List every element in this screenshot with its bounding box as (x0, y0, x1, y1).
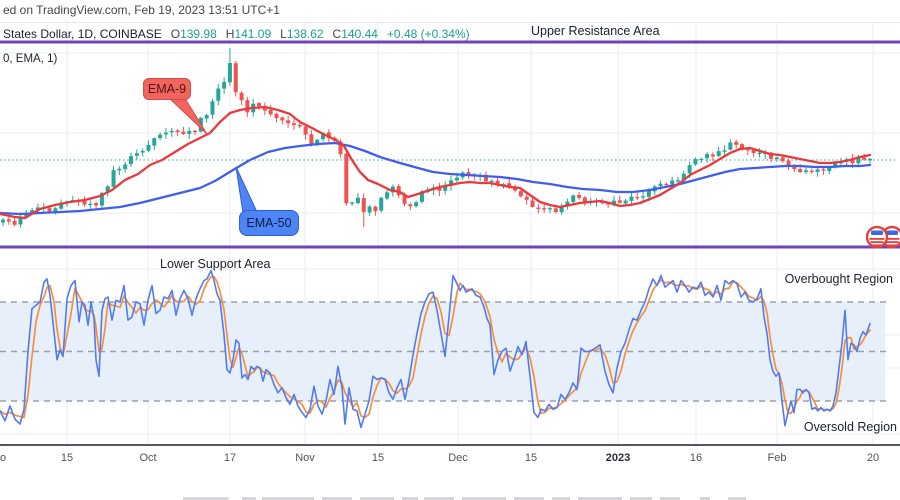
ema50-callout[interactable]: EMA-50 (239, 210, 299, 236)
ema9-line (0, 105, 872, 220)
x-axis-label: 15 (524, 452, 538, 464)
candlestick-layer (1, 48, 872, 228)
cutoff-text-fragment (552, 497, 570, 500)
logo-coin-left (866, 225, 889, 249)
x-axis-label: Dec (448, 452, 468, 464)
x-axis-label: 20 (866, 452, 880, 464)
cutoff-text-fragment (660, 497, 680, 500)
ema9-callout[interactable]: EMA-9 (143, 78, 191, 100)
cutoff-text-fragment (262, 497, 314, 500)
site-logo (866, 225, 900, 249)
x-axis-label: 16 (689, 452, 703, 464)
x-axis-label: Nov (295, 452, 315, 464)
cutoff-text-fragment (514, 497, 544, 500)
topbar: ed on TradingView.com, Feb 19, 2023 13:5… (0, 0, 900, 23)
x-axis-label: 15 (60, 452, 74, 464)
ema50-line (0, 141, 872, 216)
cutoff-text-fragment (578, 497, 622, 500)
cutoff-text-fragment (402, 497, 418, 500)
x-axis-label: 17 (223, 452, 237, 464)
cutoff-text-fragment (728, 497, 746, 500)
cutoff-text-fragment (183, 497, 229, 500)
cutoff-text-fragment (360, 497, 394, 500)
x-axis-label: 15 (371, 452, 385, 464)
cutoff-text-fragment (322, 497, 352, 500)
cutoff-text-fragment (630, 497, 652, 500)
cutoff-text-fragment (700, 497, 710, 500)
x-axis-label: Feb (767, 452, 787, 464)
stoch-d-line (0, 275, 871, 419)
stoch-k-line (0, 269, 871, 429)
x-axis-label: Oct (139, 452, 157, 464)
cutoff-text-fragment (424, 497, 454, 500)
cutoff-text-fragment (242, 497, 256, 500)
ema50-callout-tail (235, 166, 258, 214)
x-axis-label: o (0, 452, 7, 464)
attribution-text: ed on TradingView.com, Feb 19, 2023 13:5… (3, 3, 280, 17)
x-axis-label: 2023 (605, 452, 631, 464)
cutoff-text-fragment (462, 497, 506, 500)
